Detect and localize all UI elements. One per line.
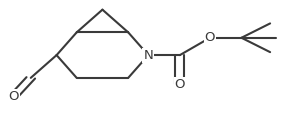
Text: O: O xyxy=(8,90,19,103)
Text: N: N xyxy=(143,49,153,62)
Text: O: O xyxy=(205,31,215,44)
Text: O: O xyxy=(175,78,185,91)
